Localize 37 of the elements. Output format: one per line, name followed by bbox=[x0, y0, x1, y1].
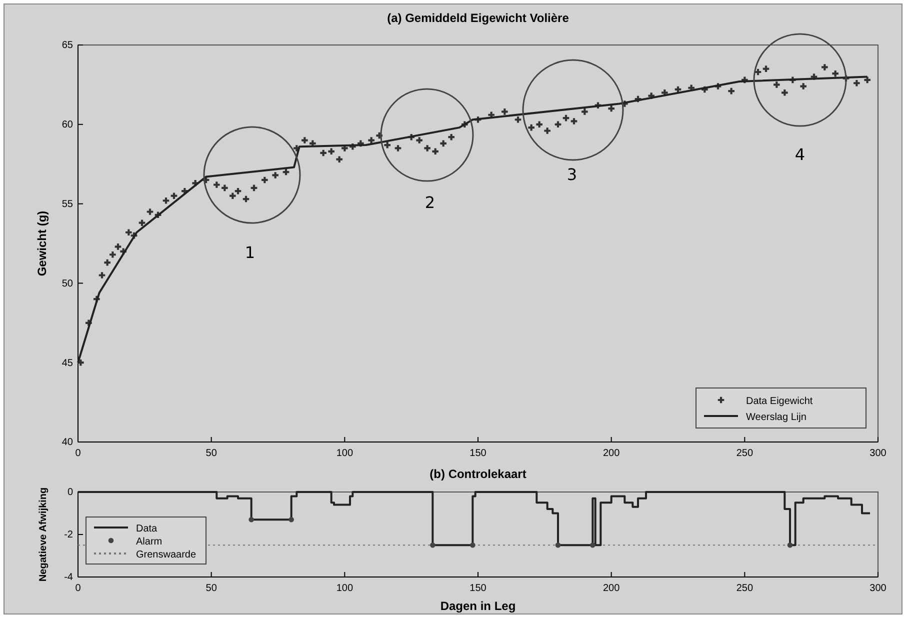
chart-title: (b) Controlekaart bbox=[430, 467, 526, 481]
y-tick-label: 65 bbox=[62, 40, 74, 52]
annotation: 1 bbox=[244, 243, 256, 262]
y-tick-label: 40 bbox=[62, 437, 74, 448]
x-tick-label: 0 bbox=[75, 448, 82, 459]
y-tick-label: 0 bbox=[67, 487, 74, 498]
annotation: 4 bbox=[794, 145, 806, 164]
x-tick-label: 50 bbox=[206, 583, 218, 594]
x-tick-label: 200 bbox=[602, 583, 620, 594]
y-tick-label: 50 bbox=[62, 278, 74, 290]
x-tick-label: 100 bbox=[336, 583, 354, 594]
legend-label: Grenswaarde bbox=[136, 550, 196, 560]
legend-label: Data Eigewicht bbox=[746, 396, 813, 407]
x-tick-label: 100 bbox=[336, 448, 354, 459]
y-tick-label: 45 bbox=[62, 358, 74, 369]
y-axis-title: Gewicht (g) bbox=[35, 210, 49, 276]
chart-title: (a) Gemiddeld Eigewicht Volière bbox=[387, 11, 570, 25]
y-tick-label: 55 bbox=[62, 199, 74, 210]
x-tick-label: 150 bbox=[470, 583, 487, 594]
annotation: 2 bbox=[424, 193, 436, 212]
annotation: 3 bbox=[566, 165, 578, 184]
legend-label: Alarm bbox=[136, 536, 162, 548]
legend-label: Data bbox=[136, 524, 158, 534]
y-tick-label: -4 bbox=[64, 572, 74, 584]
y-tick-label: -2 bbox=[64, 530, 74, 541]
x-tick-label: 200 bbox=[602, 448, 620, 459]
x-tick-label: 300 bbox=[870, 448, 887, 459]
legend-label: Weerslag Lijn bbox=[746, 412, 806, 423]
y-tick-label: 60 bbox=[62, 120, 74, 131]
y-axis-title: Negatieve Afwijking bbox=[38, 487, 49, 582]
x-tick-label: 0 bbox=[75, 583, 82, 594]
x-tick-label: 250 bbox=[736, 448, 754, 459]
x-tick-label: 50 bbox=[206, 448, 218, 459]
x-axis-title: Dagen in Leg bbox=[440, 599, 516, 613]
x-tick-label: 250 bbox=[736, 583, 754, 594]
x-tick-label: 300 bbox=[870, 583, 887, 594]
x-tick-label: 150 bbox=[470, 448, 487, 459]
